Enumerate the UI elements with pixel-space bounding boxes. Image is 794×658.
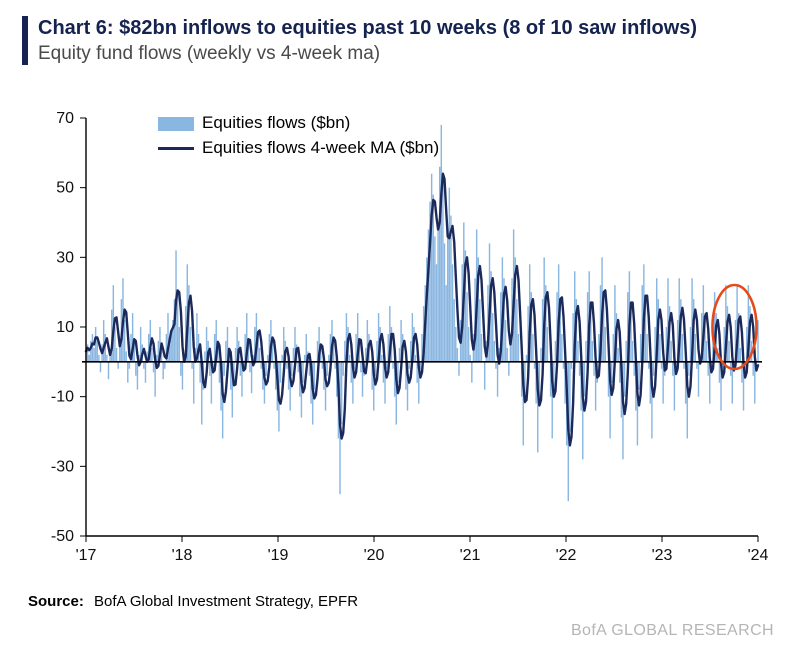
title-block: Chart 6: $82bn inflows to equities past … — [22, 16, 697, 65]
svg-text:'18: '18 — [172, 547, 193, 564]
svg-text:70: 70 — [56, 110, 74, 127]
svg-text:'21: '21 — [460, 547, 481, 564]
legend-line-swatch — [158, 147, 194, 150]
legend-line: Equities flows 4-week MA ($bn) — [158, 138, 439, 158]
svg-text:'24: '24 — [748, 547, 769, 564]
chart-svg: -50 -30 -10 10 30 50 70 '17 '18 '19 '20 '21 '22 '23 '2… — [0, 108, 794, 578]
legend-line-label: Equities flows 4-week MA ($bn) — [202, 138, 439, 157]
legend-bars-swatch — [158, 117, 194, 131]
source-label: Source: — [28, 593, 84, 610]
svg-text:50: 50 — [56, 180, 74, 197]
svg-text:-30: -30 — [51, 458, 74, 475]
svg-text:10: 10 — [56, 319, 74, 336]
legend-bars-label: Equities flows ($bn) — [202, 113, 350, 132]
svg-text:30: 30 — [56, 249, 74, 266]
legend-bars: Equities flows ($bn) — [158, 113, 350, 133]
chart-title: Chart 6: $82bn inflows to equities past … — [38, 16, 697, 41]
brand-mark: BofA GLOBAL RESEARCH — [571, 622, 774, 640]
svg-text:'23: '23 — [652, 547, 673, 564]
source-line: Source: BofA Global Investment Strategy,… — [28, 593, 358, 610]
svg-text:'20: '20 — [364, 547, 385, 564]
svg-text:'17: '17 — [76, 547, 97, 564]
source-text: BofA Global Investment Strategy, EPFR — [94, 593, 358, 610]
svg-text:'22: '22 — [556, 547, 577, 564]
chart-area: Equities flows ($bn) Equities flows 4-we… — [0, 108, 794, 578]
brand-global-research: GLOBAL RESEARCH — [606, 622, 774, 639]
chart-subtitle: Equity fund flows (weekly vs 4-week ma) — [38, 43, 697, 65]
chart-container: Chart 6: $82bn inflows to equities past … — [0, 0, 794, 658]
svg-text:-10: -10 — [51, 389, 74, 406]
svg-text:'19: '19 — [268, 547, 289, 564]
svg-text:-50: -50 — [51, 528, 74, 545]
brand-bofa: BofA — [571, 622, 606, 639]
